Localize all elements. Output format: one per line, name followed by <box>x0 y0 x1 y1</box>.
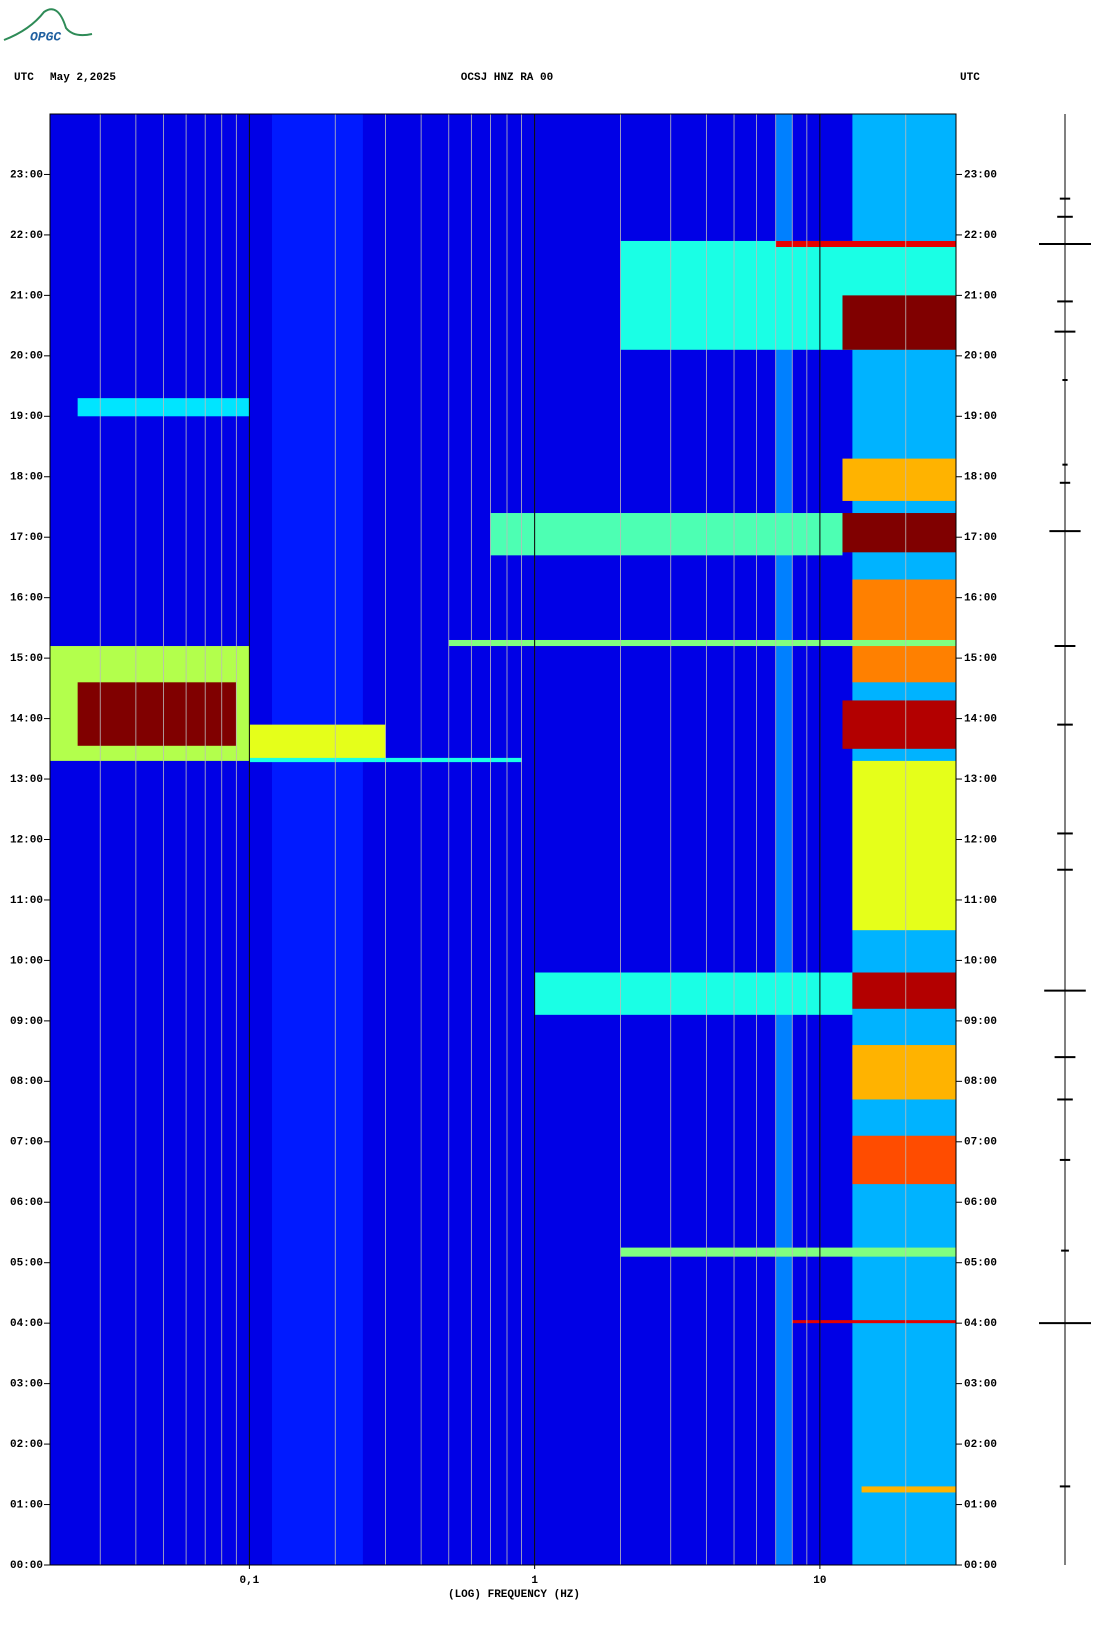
spectral-band <box>77 682 237 746</box>
spectral-band <box>861 1486 956 1493</box>
spectral-band <box>852 760 956 931</box>
y-tick-label: 23:00 <box>964 169 997 181</box>
logo: OPGC <box>30 29 61 44</box>
y-tick-label: 14:00 <box>964 713 997 725</box>
y-tick-label: 06:00 <box>964 1197 997 1209</box>
y-tick-label: 08:00 <box>964 1076 997 1088</box>
y-tick-label: 09:00 <box>10 1016 43 1028</box>
spectral-band <box>249 724 386 761</box>
y-tick-label: 20:00 <box>964 351 997 363</box>
spectral-band <box>842 295 956 350</box>
spectral-band <box>271 114 363 1565</box>
header-date: May 2,2025 <box>50 72 116 84</box>
spectral-band <box>842 458 956 501</box>
spectral-band <box>775 240 956 248</box>
y-tick-label: 13:00 <box>10 774 43 786</box>
y-tick-label: 12:00 <box>10 834 43 846</box>
y-tick-label: 16:00 <box>964 593 997 605</box>
y-tick-label: 11:00 <box>10 895 43 907</box>
y-tick-label: 16:00 <box>10 593 43 605</box>
y-tick-label: 09:00 <box>964 1016 997 1028</box>
y-tick-label: 14:00 <box>10 713 43 725</box>
spectral-band <box>852 1135 956 1185</box>
x-tick-label: 0,1 <box>239 1575 259 1587</box>
logo-mark <box>3 8 93 41</box>
spectral-band <box>534 972 853 1015</box>
spectral-band <box>842 700 956 749</box>
y-tick-label: 18:00 <box>10 472 43 484</box>
y-tick-label: 21:00 <box>10 290 43 302</box>
y-tick-label: 17:00 <box>10 532 43 544</box>
y-tick-label: 22:00 <box>964 230 997 242</box>
y-tick-label: 03:00 <box>964 1379 997 1391</box>
y-tick-label: 04:00 <box>10 1318 43 1330</box>
y-tick-label: 05:00 <box>10 1258 43 1270</box>
spectral-band <box>490 513 843 556</box>
spectral-band <box>842 513 956 553</box>
y-tick-label: 19:00 <box>964 411 997 423</box>
y-tick-label: 10:00 <box>10 955 43 967</box>
spectral-band <box>852 579 956 683</box>
y-tick-label: 00:00 <box>10 1560 43 1572</box>
y-tick-label: 13:00 <box>964 774 997 786</box>
y-tick-label: 15:00 <box>10 653 43 665</box>
header-zone: UTC <box>14 72 34 84</box>
y-tick-label: 04:00 <box>964 1318 997 1330</box>
y-tick-label: 18:00 <box>964 472 997 484</box>
y-tick-label: 20:00 <box>10 351 43 363</box>
y-tick-label: 19:00 <box>10 411 43 423</box>
header-zone: UTC <box>960 72 980 84</box>
y-tick-label: 02:00 <box>10 1439 43 1451</box>
chart-title: OCSJ HNZ RA 00 <box>461 72 553 84</box>
y-tick-label: 05:00 <box>964 1258 997 1270</box>
y-tick-label: 17:00 <box>964 532 997 544</box>
y-tick-label: 07:00 <box>964 1137 997 1149</box>
y-tick-label: 01:00 <box>964 1499 997 1511</box>
spectral-band <box>775 114 793 1565</box>
y-tick-label: 22:00 <box>10 230 43 242</box>
y-tick-label: 07:00 <box>10 1137 43 1149</box>
y-tick-label: 03:00 <box>10 1379 43 1391</box>
y-tick-label: 12:00 <box>964 834 997 846</box>
y-tick-label: 11:00 <box>964 895 997 907</box>
y-tick-label: 06:00 <box>10 1197 43 1209</box>
spectral-band <box>852 1045 956 1100</box>
spectral-band <box>620 1247 956 1257</box>
x-tick-label: 1 <box>531 1575 538 1587</box>
spectral-band <box>792 1320 956 1324</box>
spectral-band <box>852 972 956 1009</box>
y-tick-label: 00:00 <box>964 1560 997 1572</box>
y-tick-label: 01:00 <box>10 1499 43 1511</box>
y-tick-label: 15:00 <box>964 653 997 665</box>
y-tick-label: 21:00 <box>964 290 997 302</box>
y-tick-label: 02:00 <box>964 1439 997 1451</box>
y-tick-label: 08:00 <box>10 1076 43 1088</box>
y-tick-label: 10:00 <box>964 955 997 967</box>
x-tick-label: 10 <box>813 1575 826 1587</box>
x-axis-label: (LOG) FREQUENCY (HZ) <box>448 1589 580 1601</box>
spectral-band <box>448 639 956 647</box>
y-tick-label: 23:00 <box>10 169 43 181</box>
